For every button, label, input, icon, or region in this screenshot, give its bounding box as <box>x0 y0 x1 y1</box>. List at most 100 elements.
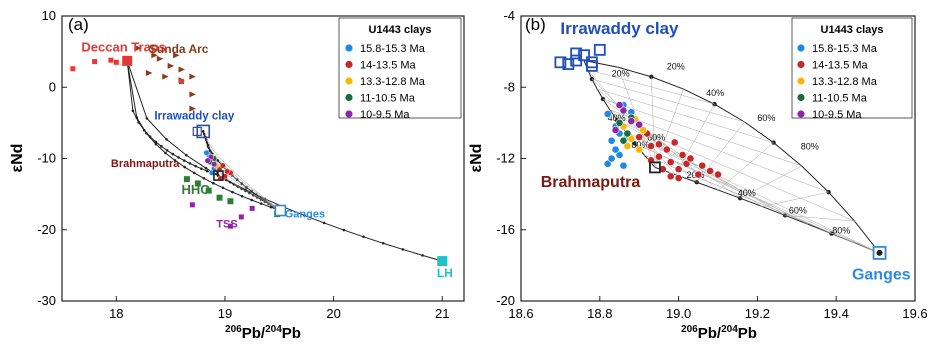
legend-marker <box>345 44 353 52</box>
panel-b-endmember-label: Ganges <box>852 267 911 284</box>
panel-b-clay-point <box>706 167 715 175</box>
panel-a-mixing-node <box>173 159 177 162</box>
panel-b-percent-label: 80% <box>631 140 649 150</box>
panel-b-percent-label: 80% <box>801 142 819 152</box>
panel-a-legend: U1443 clays 15.8-15.3 Ma 14-13.5 Ma 13.3-1… <box>338 17 462 121</box>
panel-b-percent-label: 60% <box>789 206 807 216</box>
panel-b-clay-point <box>627 135 636 143</box>
panel-a-mixing-node <box>131 109 135 113</box>
panel-a-mixing-node <box>206 143 210 147</box>
panel-a-lh-square <box>437 256 448 267</box>
panel-a-ticks: 18 19 20 21 -30 -20 -10 0 10 <box>37 8 449 321</box>
panel-b-percent-label: 60% <box>647 133 665 143</box>
panel-a-deccan-point <box>179 79 185 85</box>
legend-marker <box>345 93 353 102</box>
panel-a-mixing-node <box>224 178 228 182</box>
panel-a-mixing-node <box>216 171 219 175</box>
panel-b-clay-point <box>615 101 624 109</box>
panel-b-clay-point <box>635 133 644 142</box>
legend-marker <box>797 44 805 52</box>
panel-b-x-tick-label: 19.2 <box>745 306 770 321</box>
panel-a-ganges-square <box>274 204 287 217</box>
panel-a-mixing-node <box>165 149 169 152</box>
panel-b-y-tick-label: -12 <box>496 151 515 166</box>
legend-label: 15.8-15.3 Ma <box>360 43 426 55</box>
panel-b-legend: U1443 clays 15.8-15.3 Ma 14-13.5 Ma 13.3-1… <box>791 17 913 121</box>
panel-a-mixing-node <box>202 176 206 180</box>
panel-a-mixing-node <box>164 151 167 155</box>
panel-b-grid-line <box>634 142 832 234</box>
panel-a-deccan-point <box>92 59 98 65</box>
panel-b-grid-line <box>634 142 880 254</box>
panel-a-marks: Deccan Traps Irrawaddy clay Brahmaputra Gan… <box>70 40 453 280</box>
legend-marker <box>345 77 353 85</box>
legend-marker <box>797 60 805 69</box>
panel-b-y-tick-label: -4 <box>503 8 515 23</box>
panel-a-sunda-arc-point <box>162 73 169 80</box>
panel-a-irrawaddy-square <box>192 126 202 137</box>
panel-a-legend-title: U1443 clays <box>369 24 432 36</box>
panel-a-endmember-label: Ganges <box>285 209 325 221</box>
panel-b-clay-point <box>619 136 628 145</box>
panel-a-mixing-node <box>200 167 203 170</box>
panel-a-mixing-node <box>362 235 365 239</box>
panel-a-x-tick-label: 18 <box>109 306 123 321</box>
panel-b-ticks: 18.6 18.8 19.0 19.2 19.4 19.6 -20 -16 -12 -8 -4 <box>496 8 927 321</box>
panel-b-grid-line <box>696 121 745 183</box>
panel-b-legend-title: U1443 clays <box>821 24 884 36</box>
panel-a: Deccan Traps Irrawaddy clay Brahmaputra Gan… <box>9 8 465 342</box>
panel-b-y-tick-label: -8 <box>503 79 515 94</box>
panel-a-endmember-label: LH <box>437 266 453 280</box>
panel-b-x-tick-label: 19.4 <box>824 306 849 321</box>
panel-b-clay-point <box>670 138 679 147</box>
panel-a-hhc-point <box>205 187 212 194</box>
panel-a-sunda-arc-point <box>178 66 186 73</box>
panel-b-clay-point <box>615 118 624 127</box>
panel-b-clay-point <box>607 136 616 145</box>
panel-b-percent-label: 40% <box>608 113 626 123</box>
panel-b-clay-point <box>655 140 663 149</box>
panel-b-legend-box <box>791 17 913 119</box>
panel-b-clay-point <box>666 158 675 166</box>
panel-b-x-label: 206Pb/204Pb <box>681 324 757 342</box>
legend-marker <box>797 77 805 85</box>
panel-b-clay-point <box>611 126 620 134</box>
panel-b-irrawaddy-square <box>570 54 583 67</box>
panel-a-mixing-node <box>231 190 234 194</box>
panel-a-mixing-node <box>143 129 146 132</box>
panel-a-hhc-point <box>183 176 190 183</box>
panel-a-mixing-node <box>145 117 149 120</box>
panel-a-sunda-arc-point <box>189 91 196 98</box>
legend-label: 13.3-12.8 Ma <box>812 76 878 88</box>
panel-a-deccan-point <box>70 66 76 72</box>
panel-a-clay-point <box>211 161 218 168</box>
legend-label: 14-13.5 Ma <box>812 60 869 72</box>
panel-b-y-label: εNd <box>468 144 485 173</box>
panel-a-hhc-point <box>194 180 201 187</box>
panel-b-label: (b) <box>525 15 546 34</box>
panel-b-grid-line <box>602 98 802 167</box>
panel-a-mixing-node <box>342 228 346 232</box>
panel-b-legend-entries: 15.8-15.3 Ma 14-13.5 Ma 13.3-12.8 Ma 11-10.… <box>797 43 878 121</box>
panel-b-percent-label: 60% <box>757 113 775 123</box>
legend-label: 15.8-15.3 Ma <box>812 43 878 55</box>
panel-a-deccan-point <box>108 57 114 63</box>
panel-b-clay-point <box>611 145 620 154</box>
legend-marker <box>797 93 805 102</box>
panel-b-irrawaddy-square <box>586 59 598 72</box>
legend-label: 11-10.5 Ma <box>812 93 868 105</box>
panel-b-clay-point <box>623 142 632 150</box>
panel-a-tss-point <box>249 205 255 211</box>
panel-a-mixing-node <box>182 159 186 162</box>
panel-a-mixing-node <box>401 248 405 251</box>
panel-a-mixing-grid <box>205 138 281 211</box>
panel-b-grid-line <box>591 78 745 123</box>
panel-a-mixing-node <box>201 130 205 133</box>
panel-a-mixing-node <box>240 194 244 198</box>
panel-a-mixing-node <box>204 166 208 170</box>
panel-b-clay-point <box>682 159 691 168</box>
panel-a-hhc-point <box>216 194 223 201</box>
panel-b-clay-point <box>603 159 612 168</box>
panel-a-x-label: 206Pb/204Pb <box>225 324 301 342</box>
